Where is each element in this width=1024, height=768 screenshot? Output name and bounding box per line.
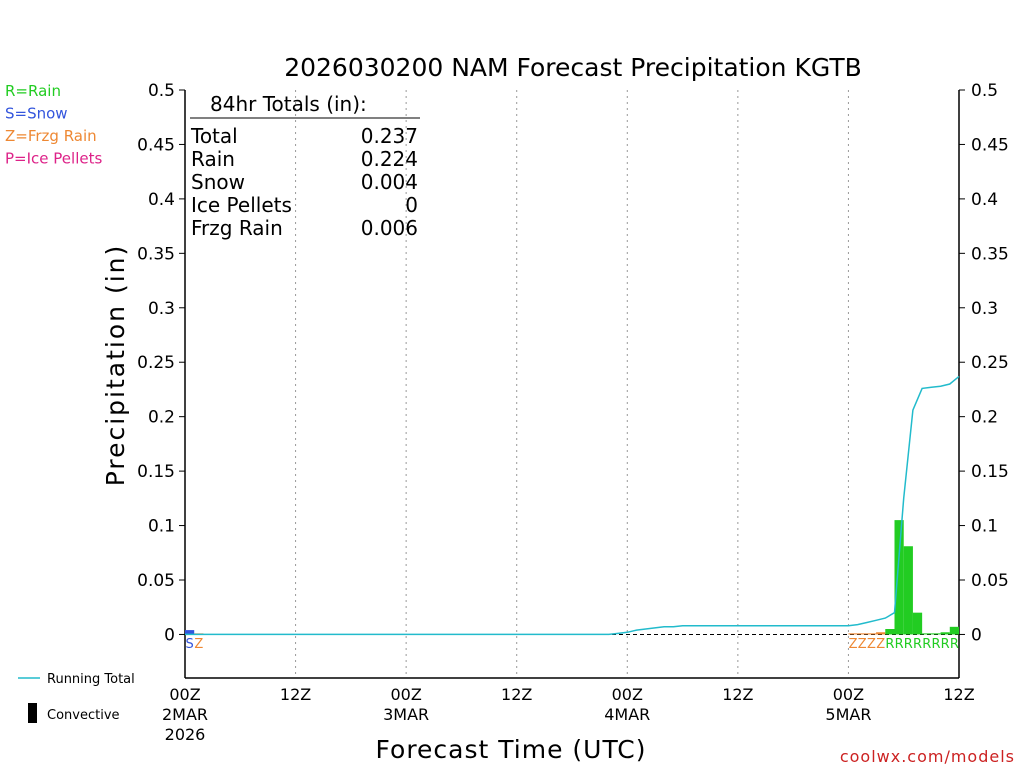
y-axis-label: Precipitation (in) xyxy=(101,244,130,487)
type-letter: R xyxy=(941,637,950,652)
y-tick-label: 0.35 xyxy=(137,244,175,264)
y-tick-label: 0 xyxy=(164,625,175,645)
x-tick-label: 00Z xyxy=(390,685,421,704)
y-tick-label: 0.1 xyxy=(971,517,998,537)
x-tick-label: 12Z xyxy=(722,685,753,704)
type-letter: R xyxy=(885,637,894,652)
precip-bar xyxy=(866,633,877,635)
totals-value: 0.237 xyxy=(361,124,418,148)
x-tick-label: 00Z xyxy=(833,685,864,704)
chart-title: 2026030200 NAM Forecast Precipitation KG… xyxy=(284,53,862,82)
y-tick-label: 0.05 xyxy=(971,571,1009,591)
x-tick-label: 2026 xyxy=(165,725,206,744)
y-tick-label: 0.25 xyxy=(137,353,175,373)
totals-label: Frzg Rain xyxy=(191,216,283,240)
precip-bar xyxy=(912,612,923,635)
totals-value: 0.004 xyxy=(361,170,418,194)
precip-bar xyxy=(876,632,886,635)
precip-bars xyxy=(185,520,959,635)
x-tick-label: 4MAR xyxy=(604,705,650,724)
source-credit: coolwx.com/models xyxy=(840,747,1015,766)
y-tick-label: 0.3 xyxy=(971,299,998,319)
y-tick-label: 0.5 xyxy=(971,81,998,101)
y-axis-left: 0 0.05 0.1 0.15 0.2 0.25 0.3 0.35 0.4 0.45 0.5 xyxy=(137,81,185,645)
y-tick-label: 0.05 xyxy=(137,571,175,591)
x-tick-label: 12Z xyxy=(280,685,311,704)
legend-convective: Convective xyxy=(47,708,120,723)
y-tick-label: 0.2 xyxy=(148,408,175,428)
y-tick-label: 0.45 xyxy=(137,135,175,155)
precip-bar xyxy=(894,520,904,635)
totals-label: Snow xyxy=(191,170,245,194)
type-letter: Z xyxy=(858,637,867,652)
y-tick-label: 0.45 xyxy=(971,135,1009,155)
precip-bar xyxy=(949,626,959,635)
totals-label: Rain xyxy=(191,147,235,171)
y-tick-label: 0.2 xyxy=(971,408,998,428)
x-tick-label: 3MAR xyxy=(383,705,429,724)
totals-box: 84hr Totals (in): Total 0.237 Rain 0.224 Sno… xyxy=(190,92,420,240)
y-tick-label: 0.4 xyxy=(971,190,998,210)
legend-type-entry: Z=Frzg Rain xyxy=(5,127,97,145)
y-tick-label: 0.4 xyxy=(148,190,175,210)
y-axis-right: 0 0.05 0.1 0.15 0.2 0.25 0.3 0.35 0.4 0.45 0.5 xyxy=(959,81,1009,645)
x-tick-label: 2MAR xyxy=(162,705,208,724)
totals-label: Ice Pellets xyxy=(191,193,292,217)
x-tick-label: 12Z xyxy=(501,685,532,704)
precip-bar xyxy=(848,633,858,635)
precip-bar xyxy=(185,630,195,635)
type-letter: Z xyxy=(876,637,885,652)
precip-bar xyxy=(922,633,932,635)
totals-value: 0 xyxy=(405,193,418,217)
line-legend: Running Total Convective xyxy=(18,672,135,723)
x-tick-label: 00Z xyxy=(169,685,200,704)
y-tick-label: 0.15 xyxy=(971,462,1009,482)
y-tick-label: 0 xyxy=(971,625,982,645)
plot-frame xyxy=(184,90,960,679)
legend-type-entry: P=Ice Pellets xyxy=(5,150,102,168)
vertical-gridlines xyxy=(295,90,849,678)
y-tick-label: 0.5 xyxy=(148,81,175,101)
type-letter: R xyxy=(904,637,913,652)
precip-bar xyxy=(885,629,895,635)
type-letter: R xyxy=(895,637,904,652)
convective-swatch xyxy=(28,703,37,723)
totals-value: 0.006 xyxy=(361,216,418,240)
type-letter: Z xyxy=(849,637,858,652)
y-tick-label: 0.35 xyxy=(971,244,1009,264)
x-tick-label: 12Z xyxy=(943,685,974,704)
type-letter: R xyxy=(950,637,959,652)
y-tick-label: 0.25 xyxy=(971,353,1009,373)
x-tick-label: 00Z xyxy=(612,685,643,704)
type-letter: R xyxy=(931,637,940,652)
legend-type-entry: R=Rain xyxy=(5,82,61,100)
legend-type-entry: S=Snow xyxy=(5,105,68,123)
precip-type-legend: R=Rain S=Snow Z=Frzg Rain P=Ice Pellets xyxy=(5,82,102,168)
type-letter: Z xyxy=(194,637,203,652)
type-letter: S xyxy=(185,637,193,652)
x-tick-label: 5MAR xyxy=(825,705,871,724)
x-axis-label: Forecast Time (UTC) xyxy=(376,735,647,764)
type-letter: R xyxy=(922,637,931,652)
totals-label: Total xyxy=(190,124,238,148)
y-tick-label: 0.15 xyxy=(137,462,175,482)
running-total-line xyxy=(185,375,960,636)
precip-bar xyxy=(931,633,941,635)
totals-header: 84hr Totals (in): xyxy=(210,92,367,116)
type-letter: R xyxy=(913,637,922,652)
precip-bar xyxy=(940,632,950,635)
y-tick-label: 0.1 xyxy=(148,517,175,537)
legend-running-total: Running Total xyxy=(47,672,135,687)
precip-bar xyxy=(857,633,867,635)
totals-value: 0.224 xyxy=(361,147,418,171)
y-tick-label: 0.3 xyxy=(148,299,175,319)
precip-bar xyxy=(903,546,913,635)
type-letter: Z xyxy=(867,637,876,652)
